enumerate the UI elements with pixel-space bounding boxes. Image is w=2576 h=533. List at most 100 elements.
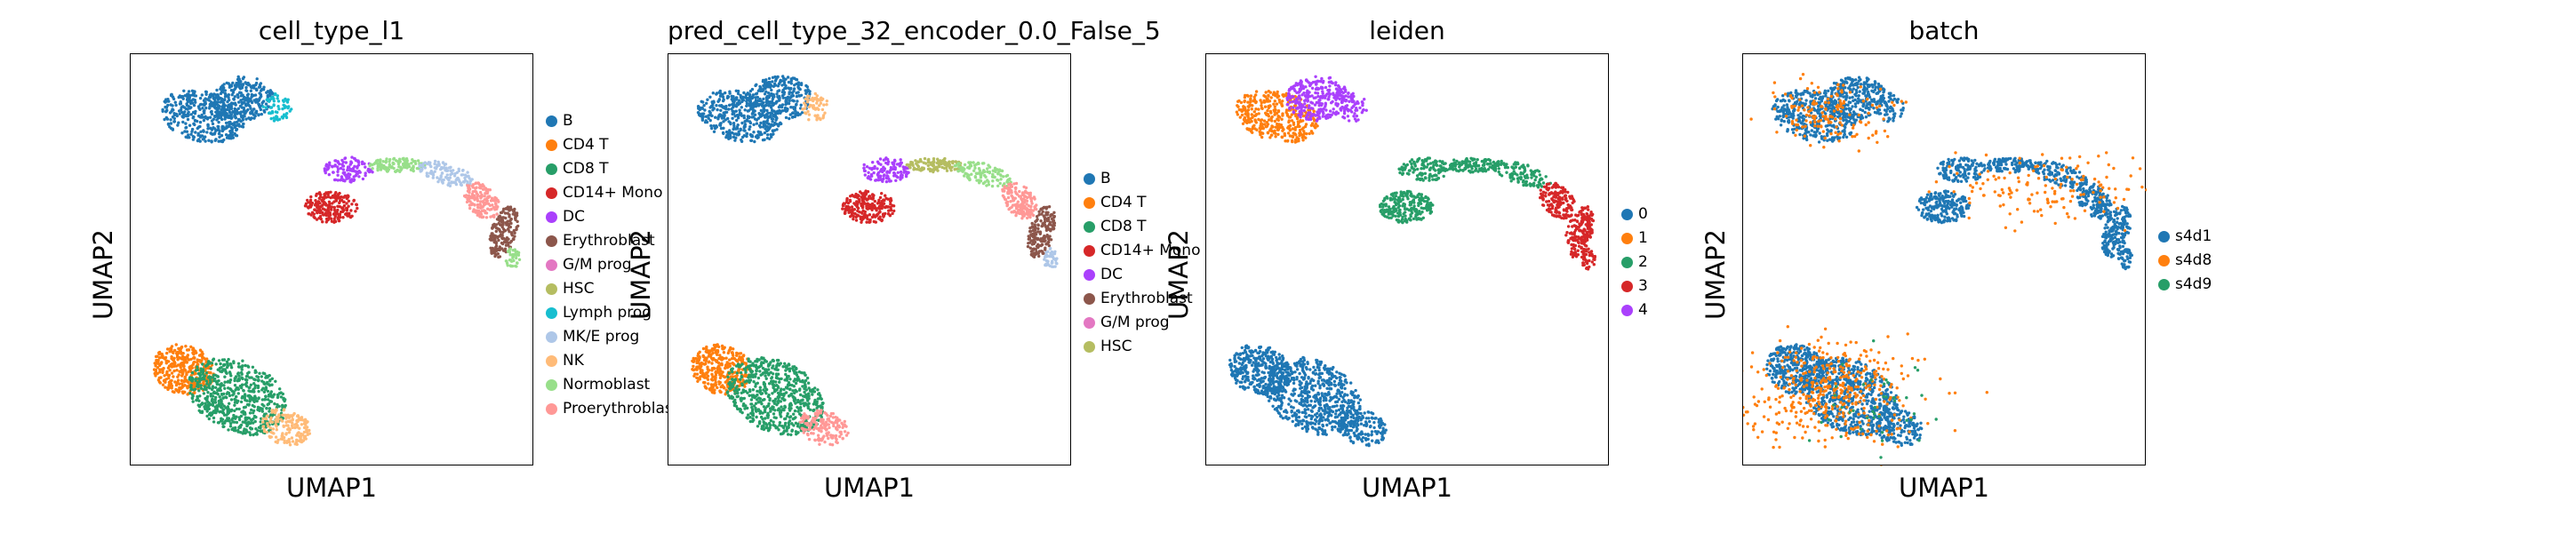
data-point <box>823 111 827 115</box>
data-point <box>188 378 191 381</box>
y-axis-label: UMAP2 <box>88 228 118 321</box>
data-point <box>886 160 891 163</box>
legend-label: B <box>563 112 573 130</box>
data-point <box>221 87 225 91</box>
data-point <box>177 109 181 113</box>
data-point <box>719 362 723 366</box>
data-point <box>743 120 747 123</box>
data-point <box>235 415 238 418</box>
data-point <box>332 195 335 199</box>
data-point <box>213 401 218 404</box>
data-point <box>780 94 785 98</box>
data-point <box>431 172 435 176</box>
data-point <box>751 108 756 112</box>
data-point <box>706 370 709 374</box>
data-point <box>415 166 420 171</box>
data-point <box>916 164 921 169</box>
data-point <box>315 218 319 221</box>
data-point <box>215 405 220 409</box>
data-point <box>244 378 248 381</box>
data-point <box>865 214 869 219</box>
data-point <box>700 107 704 110</box>
data-point <box>1014 191 1018 195</box>
data-point <box>876 173 880 177</box>
data-point <box>162 366 165 370</box>
data-point <box>780 109 783 114</box>
data-point <box>1032 253 1036 257</box>
panel-cell-type-l1: cell_type_l1 UMAP1 UMAP2 B CD4 T CD8 T CD14… <box>88 0 770 533</box>
data-point <box>1027 235 1030 238</box>
data-point <box>267 98 270 101</box>
data-point <box>784 86 788 91</box>
data-point <box>498 223 502 227</box>
data-point <box>396 162 401 166</box>
data-point <box>199 130 203 133</box>
data-point <box>511 249 515 252</box>
data-point <box>232 361 236 365</box>
data-point <box>248 411 252 415</box>
data-point <box>761 78 765 83</box>
legend-marker <box>546 115 557 127</box>
data-point <box>247 417 252 420</box>
data-point <box>514 253 518 258</box>
data-point <box>718 369 723 373</box>
data-point <box>500 220 504 224</box>
data-point <box>511 252 515 257</box>
data-point <box>261 386 265 390</box>
data-point <box>734 109 738 113</box>
data-point <box>208 115 212 119</box>
data-point <box>156 366 160 370</box>
data-point <box>183 110 187 114</box>
data-point <box>998 181 1002 186</box>
data-point <box>714 115 717 119</box>
data-point <box>466 180 469 184</box>
data-point <box>740 106 743 109</box>
data-point <box>1028 211 1031 214</box>
data-point <box>227 357 230 362</box>
data-point <box>224 370 228 375</box>
data-point <box>222 101 226 106</box>
data-point <box>184 114 188 117</box>
data-point <box>719 373 724 378</box>
data-point <box>815 94 819 98</box>
data-point <box>758 97 762 101</box>
data-point <box>236 379 240 383</box>
data-point <box>483 195 486 198</box>
data-point <box>219 139 223 143</box>
data-point <box>1040 212 1044 216</box>
data-point <box>1034 248 1037 251</box>
data-point <box>340 210 343 214</box>
data-point <box>1004 197 1007 201</box>
data-point <box>221 396 225 400</box>
data-point <box>977 179 980 182</box>
data-point <box>317 207 322 211</box>
data-point <box>979 171 982 175</box>
data-point <box>494 223 499 227</box>
data-point <box>445 173 449 177</box>
legend-label: CD4 T <box>563 136 609 154</box>
data-point <box>1035 203 1038 207</box>
data-point <box>187 348 191 352</box>
data-point <box>276 394 280 397</box>
data-point <box>764 115 767 119</box>
data-point <box>173 380 177 384</box>
data-point <box>484 216 489 219</box>
data-point <box>220 417 223 420</box>
data-point <box>178 112 181 115</box>
data-point <box>476 195 479 198</box>
data-point <box>745 134 748 139</box>
data-point <box>279 391 283 394</box>
data-point <box>224 121 228 125</box>
data-point <box>692 360 695 363</box>
data-point <box>739 93 742 98</box>
data-point <box>194 100 197 104</box>
data-point <box>776 90 780 93</box>
data-point <box>183 94 187 98</box>
data-point <box>459 183 463 187</box>
data-point <box>229 422 233 426</box>
data-point <box>724 118 727 122</box>
data-point <box>215 106 220 109</box>
data-point <box>233 403 236 407</box>
data-point <box>324 211 328 215</box>
data-point <box>287 431 291 434</box>
